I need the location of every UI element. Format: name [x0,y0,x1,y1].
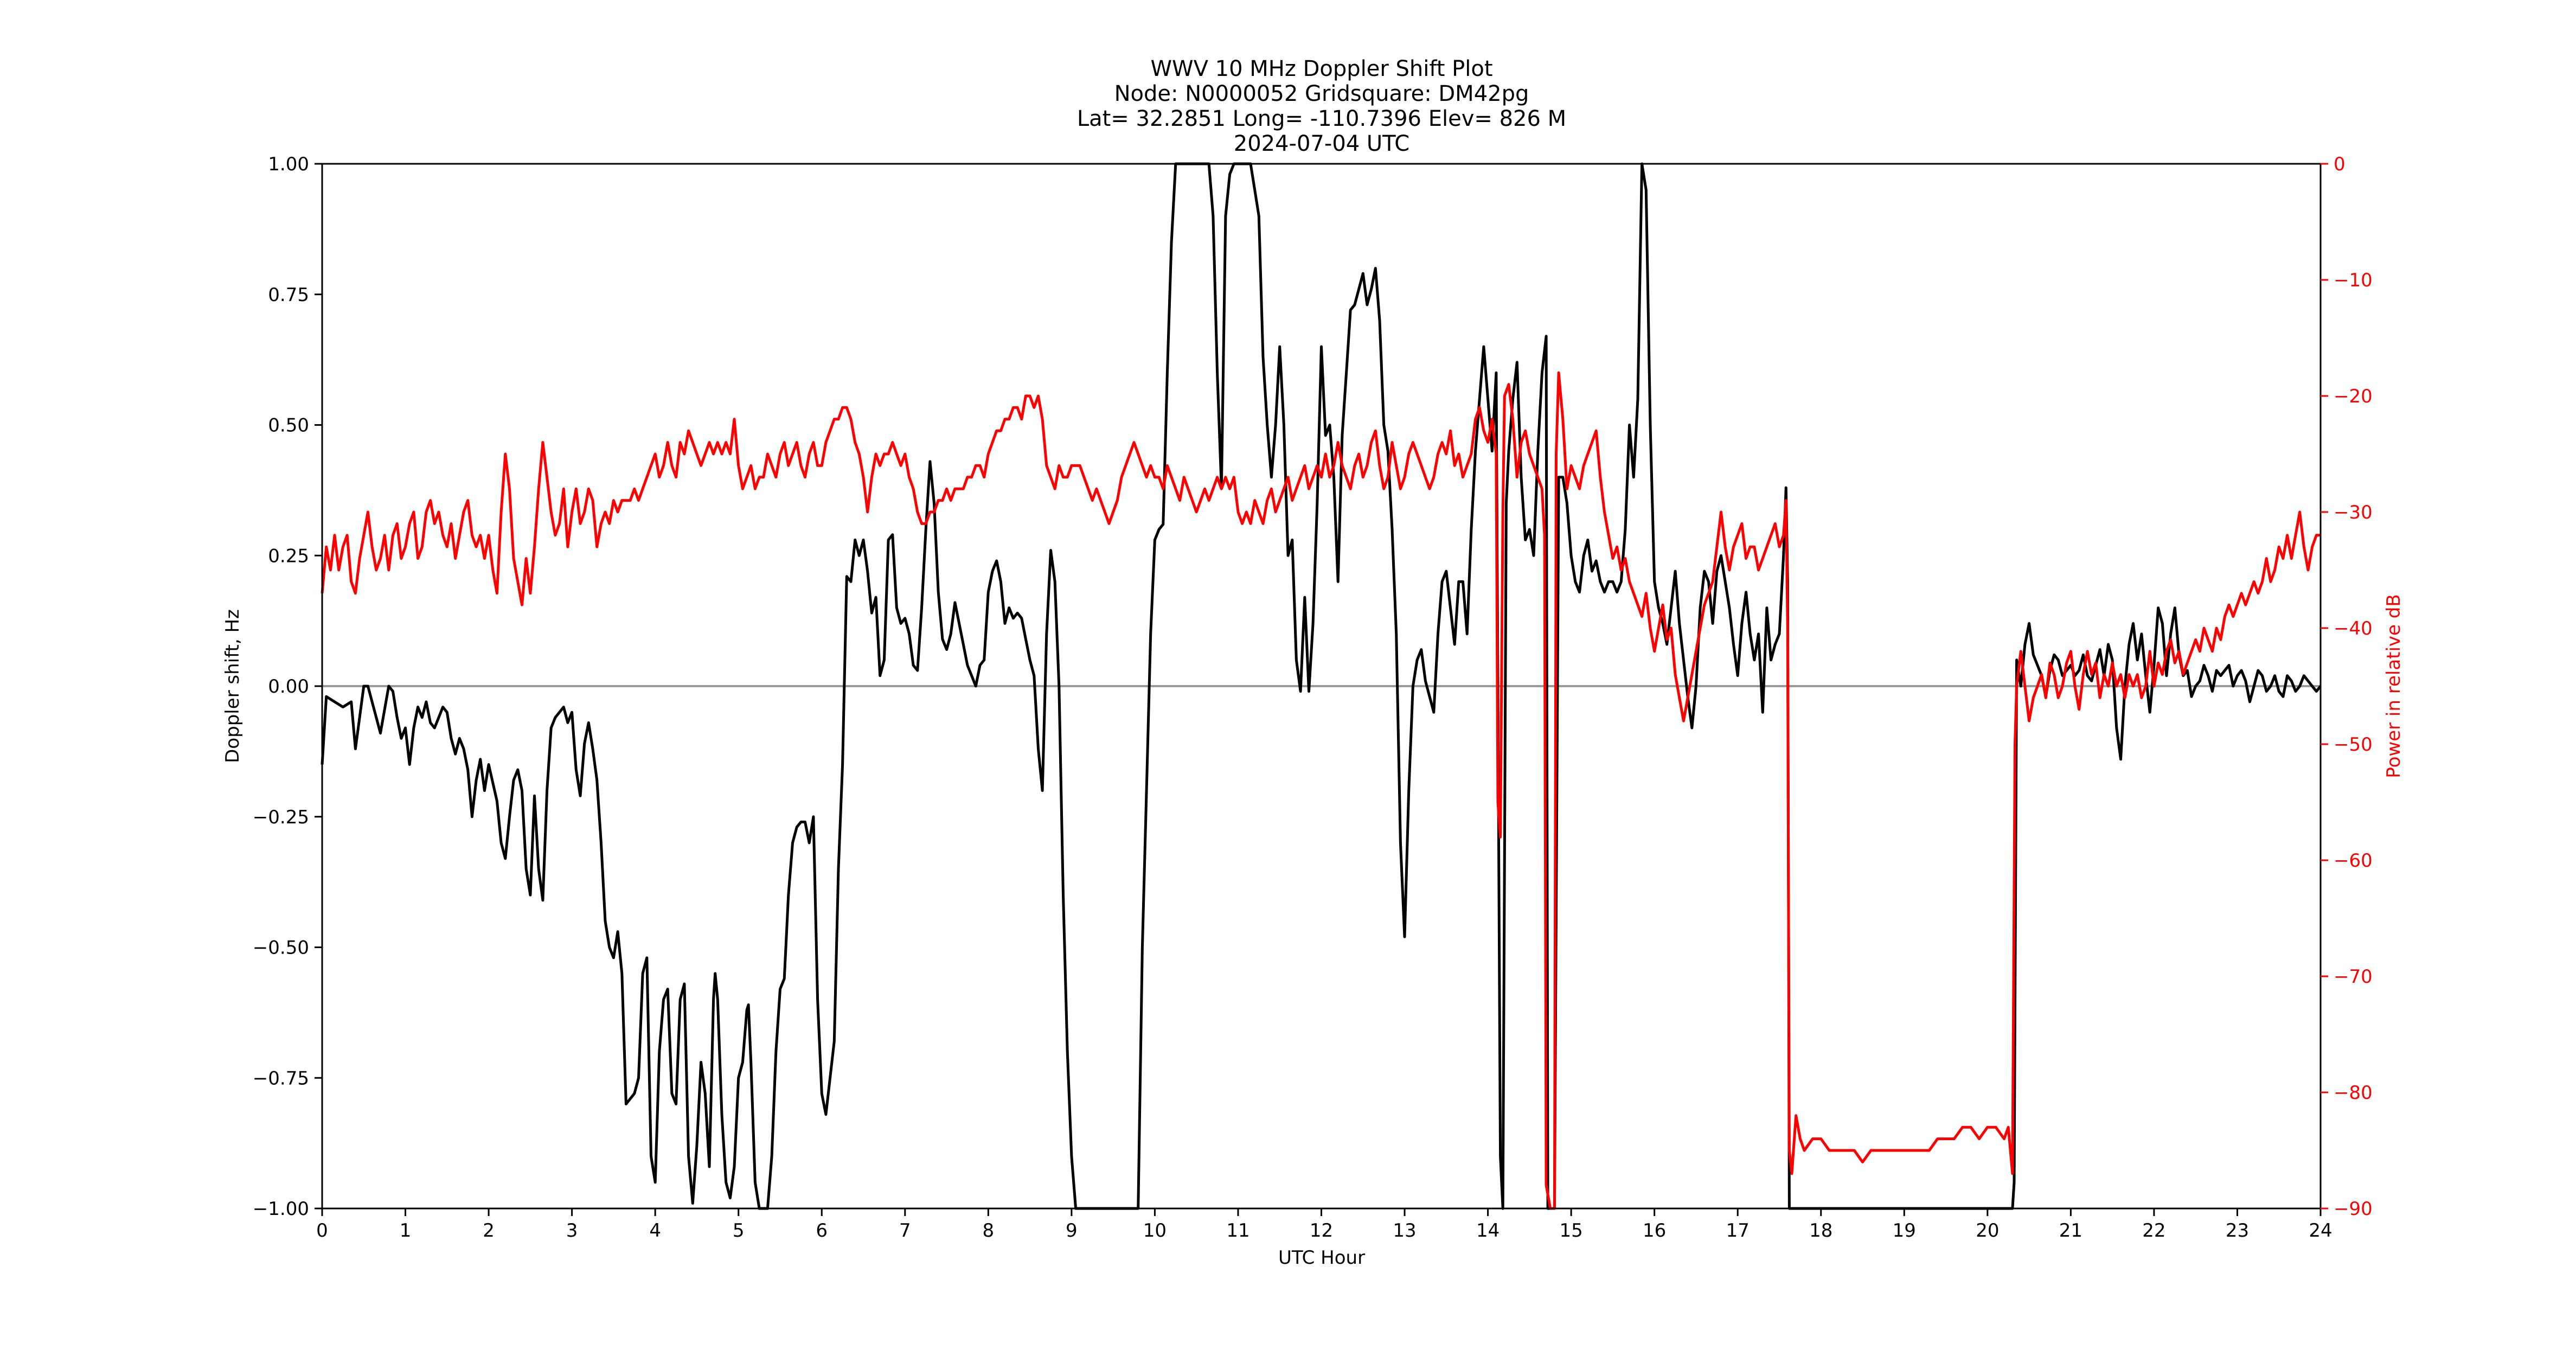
y2-tick-label: −90 [2334,1198,2373,1220]
y-tick-label: 0.50 [268,415,309,437]
power-series-line [321,371,2321,1210]
y2-tick-label: −20 [2334,386,2373,407]
x-tick-label: 23 [2226,1220,2249,1242]
x-tick-label: 10 [1143,1220,1167,1242]
x-tick-label: 24 [2309,1220,2332,1242]
y-tick-label: 1.00 [268,153,309,175]
x-tick-label: 19 [1893,1220,1916,1242]
x-tick-label: 21 [2059,1220,2082,1242]
x-tick-label: 9 [1066,1220,1078,1242]
x-tick-label: 2 [483,1220,495,1242]
x-axis: 0 1 2 3 4 5 6 7 8 9 10 11 12 13 14 15 16 17 18 19 20 21 22 23 24 [316,1208,2333,1242]
title-line-1: WWV 10 MHz Doppler Shift Plot [1150,56,1492,81]
x-tick-label: 16 [1643,1220,1666,1242]
x-tick-label: 14 [1476,1220,1500,1242]
y2-tick-label: −80 [2334,1082,2373,1104]
x-tick-label: 0 [316,1220,328,1242]
x-tick-label: 6 [816,1220,828,1242]
x-tick-label: 20 [1976,1220,1999,1242]
x-tick-label: 4 [649,1220,661,1242]
y2-tick-label: −50 [2334,734,2373,756]
y-tick-label: 0.75 [268,284,309,306]
y-tick-label: 0.25 [268,545,309,567]
x-tick-label: 18 [1809,1220,1832,1242]
y-tick-label: −0.50 [253,937,309,959]
y2-tick-label: −60 [2334,850,2373,872]
y2-tick-label: −40 [2334,618,2373,639]
chart-title: WWV 10 MHz Doppler Shift Plot Node: N000… [1077,56,1566,156]
y-axis-label: Doppler shift, Hz [222,609,243,763]
y-tick-label: −0.25 [253,807,309,828]
doppler-series-line [321,162,2322,1210]
y-tick-label: −0.75 [253,1067,309,1089]
y2-tick-label: 0 [2334,153,2346,175]
y-tick-label: 0.00 [268,676,309,698]
x-tick-label: 11 [1226,1220,1249,1242]
plot-area [321,162,2322,1210]
x-tick-label: 8 [983,1220,995,1242]
x-tick-label: 5 [733,1220,745,1242]
x-tick-label: 15 [1559,1220,1582,1242]
y-tick-label: −1.00 [253,1198,309,1220]
y2-axis-label: Power in relative dB [2383,594,2405,778]
y2-tick-label: −10 [2334,270,2373,291]
x-tick-label: 17 [1726,1220,1750,1242]
x-tick-label: 13 [1393,1220,1416,1242]
title-line-3: Lat= 32.2851 Long= -110.7396 Elev= 826 M [1077,106,1566,131]
title-line-4: 2024-07-04 UTC [1234,131,1409,156]
y2-tick-label: −30 [2334,502,2373,523]
y2-tick-label: −70 [2334,966,2373,988]
x-tick-label: 1 [400,1220,412,1242]
y-axis-left: −1.00 −0.75 −0.50 −0.25 0.00 0.25 0.50 0.75 1.00 [253,153,322,1220]
y-axis-right: −90 −80 −70 −60 −50 −40 −30 −20 −10 0 [2321,153,2373,1220]
title-line-2: Node: N0000052 Gridsquare: DM42pg [1114,81,1529,106]
x-tick-label: 22 [2142,1220,2165,1242]
x-tick-label: 7 [899,1220,911,1242]
x-tick-label: 12 [1310,1220,1333,1242]
x-tick-label: 3 [566,1220,578,1242]
x-axis-label: UTC Hour [1278,1247,1365,1269]
